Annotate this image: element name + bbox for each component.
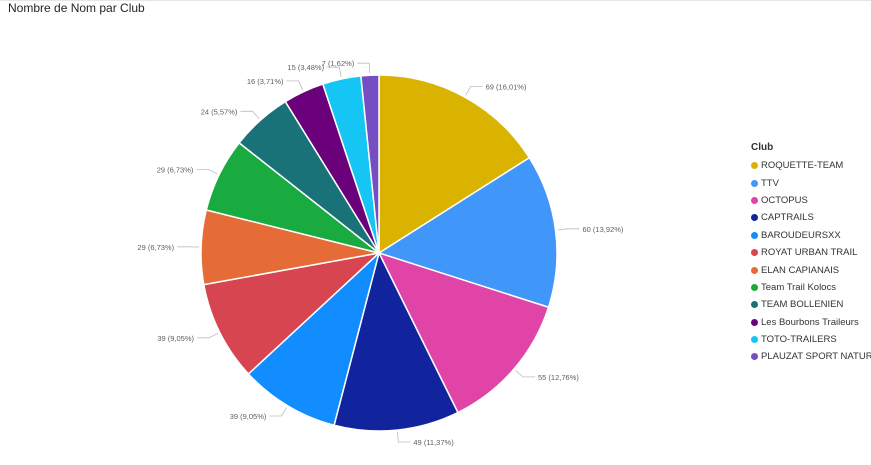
legend-item-roquette-team[interactable]: ROQUETTE-TEAM — [751, 157, 871, 174]
leader-line — [286, 80, 304, 91]
pie-slice-baroudeursxx[interactable] — [247, 250, 381, 427]
legend-item-ttv[interactable]: TTV — [751, 174, 871, 191]
data-label: 39 (9,05%) — [230, 412, 267, 421]
legend-marker — [751, 353, 758, 361]
legend-marker — [751, 179, 758, 187]
legend-marker — [751, 318, 758, 326]
legend-item-toto-trailers[interactable]: TOTO-TRAILERS — [751, 331, 871, 348]
legend-label: Team Trail Kolocs — [761, 281, 836, 293]
legend-item-octopus[interactable]: OCTOPUS — [751, 192, 871, 209]
legend-label: ROQUETTE-TEAM — [761, 160, 844, 172]
legend-item-royat-urban-trail[interactable]: ROYAT URBAN TRAIL — [751, 244, 871, 261]
data-label: 29 (6,73%) — [157, 165, 194, 174]
legend-marker — [751, 162, 758, 170]
data-label: 15 (3,48%) — [287, 63, 324, 72]
pie-slice-roquette-team[interactable] — [378, 74, 531, 255]
legend-label: PLAUZAT SPORT NATURE — [761, 351, 871, 363]
data-label: 24 (5,57%) — [201, 107, 238, 116]
data-label: 16 (3,71%) — [247, 77, 284, 86]
legend-label: Les Bourbons Traileurs — [761, 316, 859, 328]
leader-line — [197, 333, 219, 339]
pie-slice-captrails[interactable] — [333, 250, 459, 432]
legend-label: TTV — [761, 177, 779, 189]
leader-line — [240, 110, 260, 119]
data-label: 39 (9,05%) — [157, 334, 194, 343]
legend-marker — [751, 283, 758, 291]
legend-item-baroudeursxx[interactable]: BAROUDEURSXX — [751, 227, 871, 244]
legend-label: TEAM BOLLENIEN — [761, 299, 844, 311]
leader-line — [515, 370, 535, 378]
leader-line — [357, 62, 371, 74]
legend-label: ROYAT URBAN TRAIL — [761, 247, 858, 259]
leader-line — [269, 407, 287, 417]
legend-marker — [751, 196, 758, 204]
legend-label: TOTO-TRAILERS — [761, 334, 837, 346]
data-label: 60 (13,92%) — [583, 225, 624, 234]
data-label: 69 (16,01%) — [486, 83, 527, 92]
legend: Club ROQUETTE-TEAM TTV OCTOPUS CAPTRAILS BAR… — [751, 142, 871, 366]
leader-line — [396, 432, 411, 443]
top-border — [0, 0, 871, 1]
leader-line — [557, 228, 580, 231]
pie-slice-royat-urban-trail[interactable] — [202, 251, 382, 376]
legend-item-plauzat-sport-nature[interactable]: PLAUZAT SPORT NATURE — [751, 348, 871, 365]
legend-item-elan-capianais[interactable]: ELAN CAPIANAIS — [751, 261, 871, 278]
pie-slice-plauzat-sport-nature[interactable] — [360, 74, 380, 254]
legend-marker — [751, 301, 758, 309]
data-label: 29 (6,73%) — [137, 243, 174, 252]
legend-marker — [751, 266, 758, 274]
leader-line — [196, 168, 218, 175]
data-label: 7 (1,62%) — [322, 59, 355, 68]
legend-label: BAROUDEURSXX — [761, 229, 841, 241]
pie-slice-ttv[interactable] — [377, 156, 558, 309]
data-label: 55 (12,76%) — [538, 373, 579, 382]
leader-line — [465, 86, 483, 96]
legend-title: Club — [751, 142, 774, 153]
legend-marker — [751, 214, 758, 222]
chart-title: Nombre de Nom par Club — [8, 1, 145, 15]
legend-marker — [751, 336, 758, 344]
legend-marker — [751, 231, 758, 239]
legend-label: OCTOPUS — [761, 194, 808, 206]
legend-item-captrails[interactable]: CAPTRAILS — [751, 209, 871, 226]
pie-slice-octopus[interactable] — [377, 251, 550, 414]
legend-marker — [751, 249, 758, 257]
legend-item-team-bollenien[interactable]: TEAM BOLLENIEN — [751, 296, 871, 313]
legend-item-les-bourbons-traileurs[interactable]: Les Bourbons Traileurs — [751, 314, 871, 331]
legend-item-team-trail-kolocs[interactable]: Team Trail Kolocs — [751, 279, 871, 296]
data-label: 49 (11,37%) — [413, 438, 454, 447]
legend-label: ELAN CAPIANAIS — [761, 264, 840, 276]
legend-label: CAPTRAILS — [761, 212, 814, 224]
leader-line — [327, 66, 342, 78]
